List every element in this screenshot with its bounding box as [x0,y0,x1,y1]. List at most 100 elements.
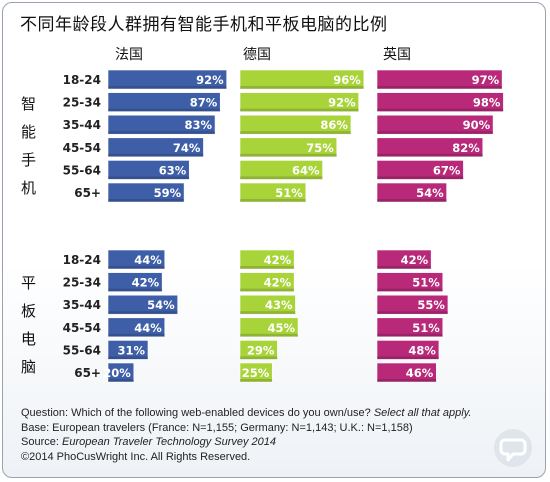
bar-shade [377,108,504,112]
age-group-label: 45-54 [63,321,101,335]
source-title: European Traveler Technology Survey 2014 [61,436,277,448]
bar [239,182,307,203]
panel-label-char: 机 [21,179,37,197]
age-group-label: 25-34 [63,96,101,110]
age-group-label: 55-64 [63,343,101,357]
bar-value-label: 64% [292,163,320,177]
country-header-france: 法国 [115,47,143,63]
bar-shade [108,108,221,112]
bar-shade [240,266,295,269]
bar-shade [240,311,296,315]
footer-notes: Question: Which of the following web-ena… [21,406,471,464]
bar-shade [240,108,359,112]
bar-value-label: 25% [242,366,270,380]
bar-value-label: 54% [416,186,444,200]
bar-shade [108,199,185,202]
bar-value-label: 59% [154,186,182,200]
bar [107,317,166,338]
bar-value-label: 45% [268,321,296,335]
age-group-label: 65+ [74,186,101,200]
phocuswright-logo-icon [494,429,532,467]
bar-value-label: 31% [117,343,145,357]
bar-value-label: 82% [452,141,480,155]
bar [239,362,273,383]
question-italic: Select all that apply. [373,407,472,419]
bar-shade [377,131,494,135]
bar-shade [240,176,323,180]
age-group-label: 25-34 [63,276,101,290]
bar [376,272,444,292]
bar-value-label: 20% [103,366,131,380]
bar-shade [240,288,295,292]
bar-shade [108,153,204,157]
bar-value-label: 51% [412,276,440,290]
bar [107,114,216,135]
panel-label-char: 智 [21,95,37,113]
bar-shade [240,199,306,202]
bar [239,294,296,315]
bar [107,182,185,203]
bar [376,92,504,112]
panel-label-char: 能 [21,123,37,141]
bar [376,182,447,203]
bar-value-label: 29% [247,343,275,357]
bar [107,294,178,315]
age-group-label: 45-54 [63,141,101,155]
panel-label-char: 手 [21,151,37,169]
country-header-germany: 德国 [243,47,271,63]
bar-value-label: 42% [401,253,429,267]
bar-value-label: 96% [333,73,361,87]
chart-title: 不同年龄段人群拥有智能手机和平板电脑的比例 [20,15,388,35]
bar-value-label: 43% [265,298,293,312]
bar-value-label: 92% [196,73,224,87]
panel-label-char: 板 [21,302,37,320]
bar [239,92,359,112]
bar-shade [240,356,278,360]
source-label: Source: [21,436,59,448]
bar [107,92,221,112]
bar [239,340,278,360]
bar-value-label: 67% [433,163,461,177]
bar-value-label: 83% [185,118,213,132]
bar [376,362,437,383]
panel-label-char: 电 [21,330,37,348]
bar-shade [108,86,227,89]
bar [376,160,464,180]
bar [239,160,323,180]
bar-value-label: 44% [134,253,162,267]
bar [376,340,440,360]
bar-value-label: 98% [473,96,501,110]
bar-shade [377,199,447,202]
question-text: Question: Which of the following web-ena… [21,407,371,419]
bar-value-label: 90% [463,118,491,132]
age-group-label: 18-24 [63,73,101,87]
bar-shade [108,356,148,360]
bar [107,160,190,180]
bar-shade [377,266,432,269]
bar-shade [240,333,299,337]
footer-question: Question: Which of the following web-ena… [21,406,471,421]
bar-shade [240,86,364,89]
bar-value-label: 75% [306,141,334,155]
bar-value-label: 54% [147,298,175,312]
bar-value-label: 63% [159,163,187,177]
bar [239,69,365,90]
bar-value-label: 51% [412,321,440,335]
footer-base: Base: European travelers (France: N=1,15… [21,421,413,434]
bar [239,114,352,135]
bar-shade [240,379,273,382]
bar-shade [108,288,163,292]
bar-shade [108,379,134,382]
bar-value-label: 97% [472,73,500,87]
bar-value-label: 74% [173,141,201,155]
bar-shade [377,176,464,180]
footer-copyright: ©2014 PhoCusWright Inc. All Rights Reser… [21,450,251,463]
bar [239,317,299,338]
bar-value-label: 92% [328,96,356,110]
bar-shade [108,266,165,269]
bar-shade [108,311,178,315]
chart-panel: 不同年龄段人群拥有智能手机和平板电脑的比例 法国 德国 英国 智 能 手 机 平… [2,2,546,478]
bar-shade [377,379,437,382]
bar-value-label: 87% [190,96,218,110]
bar-shade [377,311,448,315]
